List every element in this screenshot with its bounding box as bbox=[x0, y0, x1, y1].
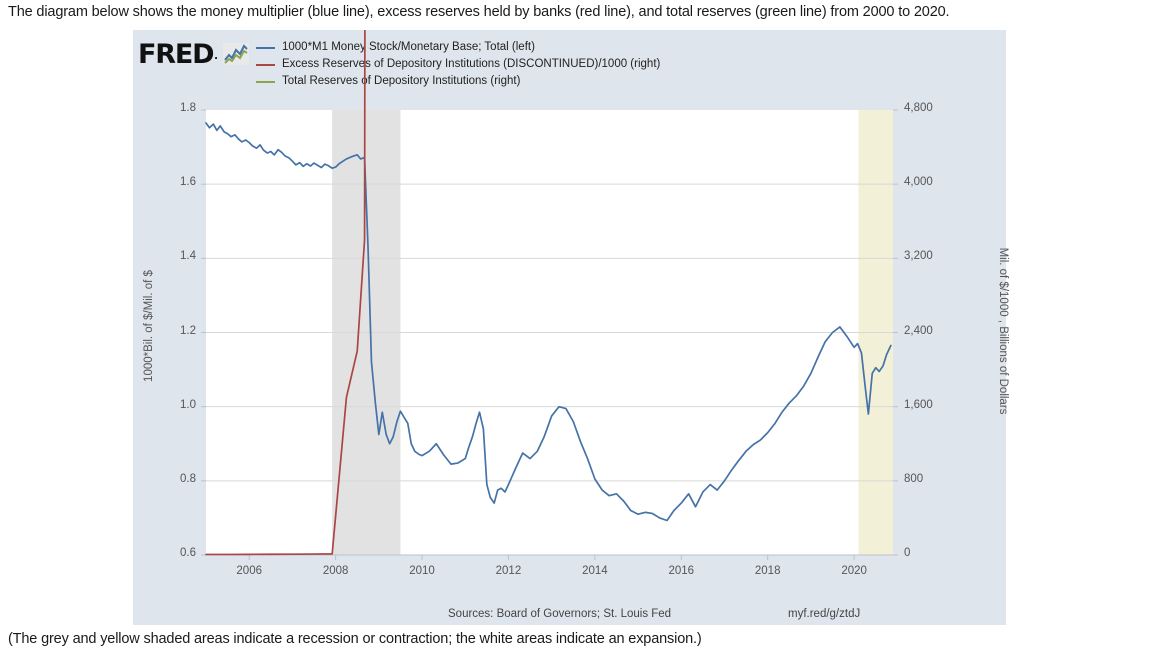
chart-plot[interactable] bbox=[133, 0, 1006, 625]
y-tick-label-right: 2,400 bbox=[904, 324, 933, 337]
chart-sources: Sources: Board of Governors; St. Louis F… bbox=[448, 608, 672, 620]
y-axis-label-left: 1000*Bil. of $/Mil. of $ bbox=[143, 270, 155, 382]
y-axis-label-right: Mil. of $/1000 , Billions of Dollars bbox=[997, 247, 1009, 415]
legend-label-total-reserves: Total Reserves of Depository Institution… bbox=[282, 75, 521, 87]
legend-item-total-reserves[interactable]: Total Reserves of Depository Institution… bbox=[256, 73, 660, 90]
x-tick-label: 2014 bbox=[582, 565, 608, 577]
line-chart-icon bbox=[222, 43, 249, 65]
y-tick-label-right: 4,800 bbox=[904, 102, 933, 114]
x-tick-label: 2016 bbox=[668, 565, 695, 577]
y-tick-label-right: 1,600 bbox=[904, 398, 933, 411]
y-tick-label-left: 1.2 bbox=[180, 324, 196, 337]
y-tick-label-left: 1.0 bbox=[180, 398, 196, 411]
legend-label-money-multiplier: 1000*M1 Money Stock/Monetary Base; Total… bbox=[282, 41, 535, 53]
chart-legend: 1000*M1 Money Stock/Monetary Base; Total… bbox=[256, 39, 660, 90]
legend-item-excess-reserves[interactable]: Excess Reserves of Depository Institutio… bbox=[256, 56, 660, 73]
legend-swatch-green bbox=[256, 80, 275, 83]
legend-swatch-red bbox=[256, 63, 275, 66]
y-tick-label-left: 0.6 bbox=[180, 547, 196, 559]
x-tick-label: 2006 bbox=[236, 565, 262, 577]
fred-logo[interactable]: FRED . bbox=[138, 39, 256, 69]
legend-item-money-multiplier[interactable]: 1000*M1 Money Stock/Monetary Base; Total… bbox=[256, 39, 660, 56]
y-tick-label-right: 4,000 bbox=[904, 176, 933, 189]
fred-chart-panel: FRED . 1000*M1 Money Stock/Monetary Base… bbox=[133, 0, 1009, 625]
y-tick-label-right: 3,200 bbox=[904, 250, 933, 263]
y-tick-label-left: 1.8 bbox=[180, 102, 196, 114]
chart-permalink[interactable]: myf.red/g/ztdJ bbox=[788, 608, 861, 620]
caption-above-chart: The diagram below shows the money multip… bbox=[8, 4, 950, 20]
plot-area-wrapper: 0.6 0.8 1.0 1.2 1.4 1.6 1.8 0 800 1,600 2,400 3,200… bbox=[133, 0, 1009, 625]
y-tick-label-left: 1.6 bbox=[180, 176, 196, 189]
y-tick-label-right: 0 bbox=[904, 547, 911, 559]
fred-wordmark: FRED bbox=[138, 38, 215, 70]
fred-wordmark-dot: . bbox=[214, 46, 218, 62]
x-tick-label: 2018 bbox=[754, 565, 781, 577]
chart-header: FRED . 1000*M1 Money Stock/Monetary Base… bbox=[133, 30, 1006, 96]
legend-swatch-blue bbox=[256, 46, 275, 49]
y-tick-label-right: 800 bbox=[904, 472, 924, 485]
legend-label-excess-reserves: Excess Reserves of Depository Institutio… bbox=[282, 58, 661, 70]
x-tick-label: 2010 bbox=[409, 565, 435, 577]
series-line-money-multiplier bbox=[205, 122, 892, 522]
y-tick-label-left: 1.4 bbox=[180, 250, 196, 263]
x-tick-label: 2008 bbox=[322, 565, 349, 577]
x-tick-label: 2020 bbox=[841, 565, 867, 577]
y-tick-label-left: 0.8 bbox=[180, 472, 196, 485]
x-tick-label: 2012 bbox=[495, 565, 522, 577]
caption-below-chart: (The grey and yellow shaded areas indica… bbox=[8, 631, 702, 647]
